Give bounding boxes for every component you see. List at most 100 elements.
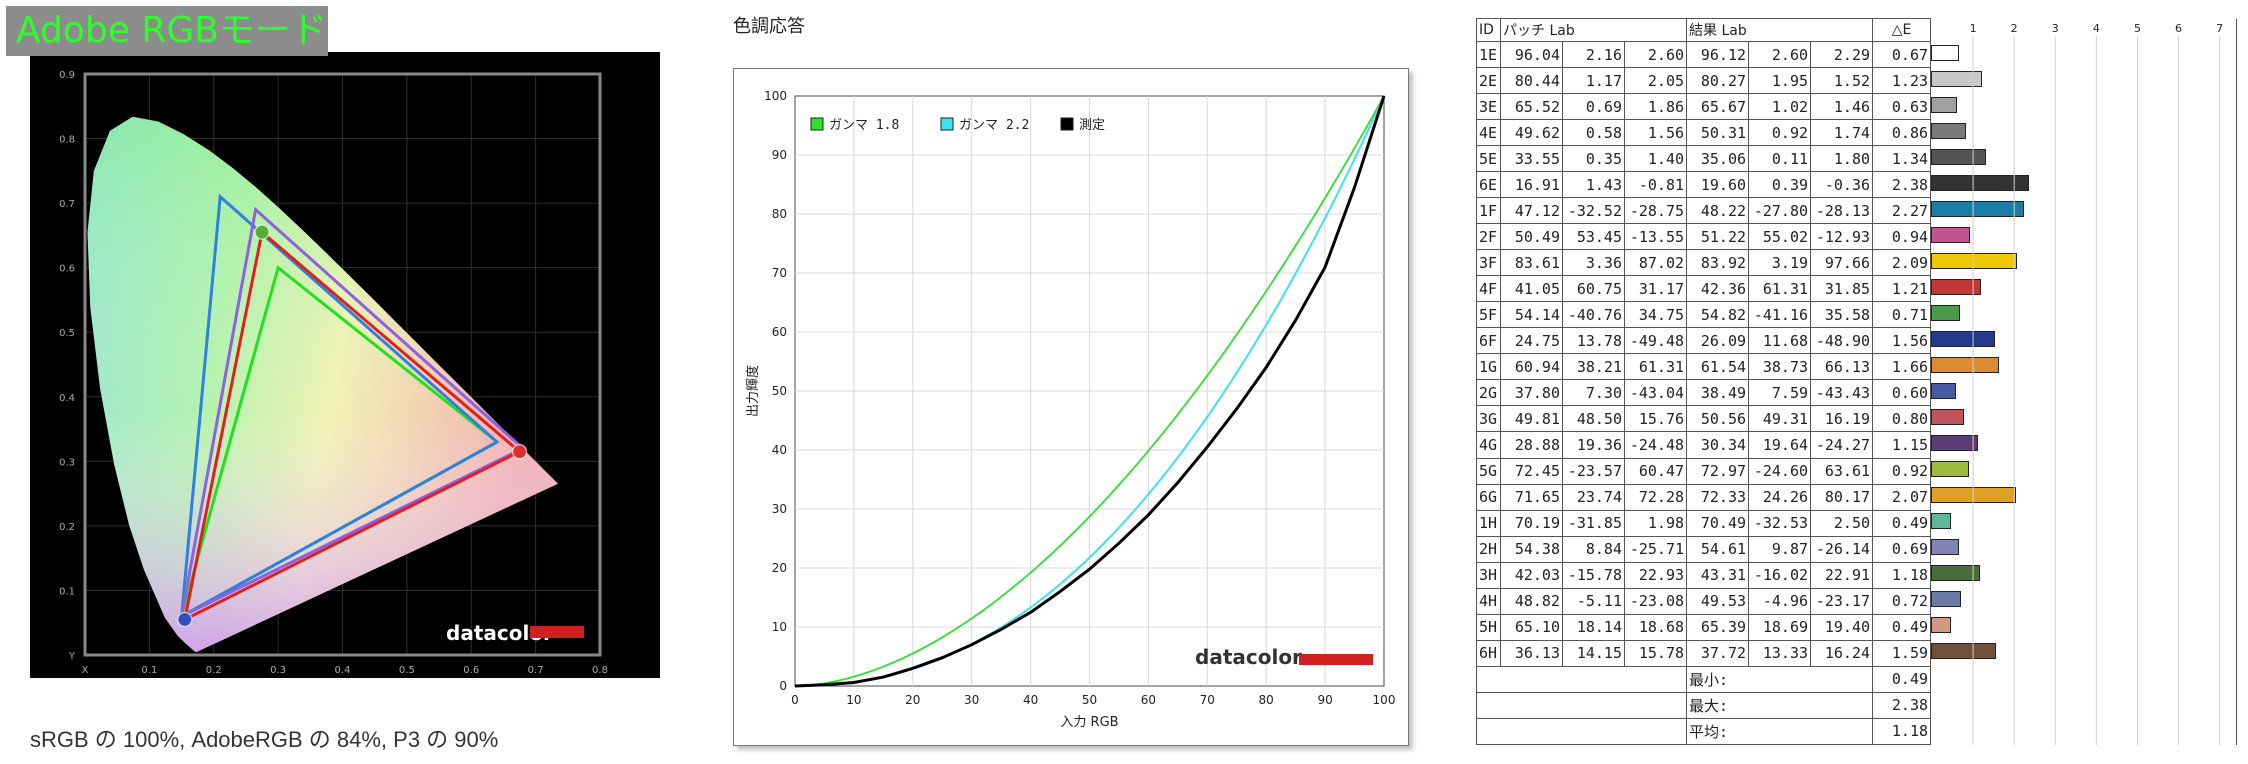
scale-header bbox=[1930, 18, 2238, 42]
target-lab-value: 15.76 bbox=[1623, 405, 1688, 433]
result-lab-value: 2.29 bbox=[1810, 40, 1874, 69]
delta-e-bar bbox=[1931, 122, 1967, 139]
target-lab-value: -49.48 bbox=[1623, 327, 1688, 355]
patch-id: 3E bbox=[1476, 93, 1501, 121]
tone-x-tick: 30 bbox=[964, 693, 979, 707]
result-lab-value: 26.09 bbox=[1686, 327, 1750, 355]
patch-id: 3F bbox=[1476, 249, 1501, 277]
result-lab-value: 37.72 bbox=[1686, 639, 1750, 667]
result-lab-value: 2.50 bbox=[1810, 509, 1874, 537]
result-lab-value: -48.90 bbox=[1810, 327, 1874, 355]
delta-e-bar-cell bbox=[1930, 275, 2238, 302]
result-lab-value: 65.39 bbox=[1686, 613, 1750, 641]
target-lab-value: -25.71 bbox=[1623, 535, 1688, 563]
target-lab-value: -24.48 bbox=[1623, 431, 1688, 459]
target-lab-value: -15.78 bbox=[1562, 561, 1625, 589]
target-lab-value: 60.75 bbox=[1562, 275, 1625, 303]
summary-row: 最大: 2.38 bbox=[1475, 691, 2238, 719]
summary-label: 最小: bbox=[1686, 665, 1874, 693]
result-lab-value: 96.12 bbox=[1686, 40, 1750, 69]
tone-response-chart: 00 10 10 20 20 30 30 40 40 50 50 60 60 70 70 80 80 90 90 10… bbox=[745, 89, 1395, 730]
target-lab-value: 61.31 bbox=[1623, 353, 1688, 381]
patch-id: 1H bbox=[1476, 509, 1501, 537]
delta-e-bar bbox=[1931, 356, 2000, 373]
result-lab-value: 1.95 bbox=[1748, 67, 1812, 95]
cie-y-tick: Y bbox=[68, 651, 76, 662]
result-lab-value: 43.31 bbox=[1686, 561, 1750, 589]
delta-e-bar bbox=[1931, 330, 1996, 347]
target-lab-value: 65.52 bbox=[1500, 93, 1563, 121]
target-lab-value: -43.04 bbox=[1623, 379, 1688, 407]
tone-x-tick: 40 bbox=[1023, 693, 1038, 707]
result-lab-value: 66.13 bbox=[1810, 353, 1874, 381]
tone-legend-swatch bbox=[940, 117, 954, 131]
delta-e-bar bbox=[1931, 513, 1952, 530]
target-lab-value: 49.81 bbox=[1500, 405, 1563, 433]
table-header-row: ID パッチ Lab 結果 Lab △E bbox=[1476, 18, 2238, 42]
result-lab-value: 19.60 bbox=[1686, 171, 1750, 199]
target-lab-value: 87.02 bbox=[1623, 249, 1688, 277]
delta-e-bar-cell bbox=[1930, 405, 2238, 432]
tone-series-line bbox=[794, 95, 1386, 688]
delta-e-bar-cell bbox=[1930, 458, 2238, 485]
tone-response-title: 色調応答 bbox=[733, 16, 805, 37]
delta-e-value: 0.49 bbox=[1872, 613, 1932, 641]
table-row: 4F 41.05 60.75 31.17 42.36 61.31 31.85 1.21 bbox=[1476, 275, 2238, 303]
target-lab-value: -28.75 bbox=[1623, 197, 1688, 225]
target-lab-value: -13.55 bbox=[1623, 223, 1688, 251]
cie-frame bbox=[83, 72, 602, 657]
target-lab-value: -40.76 bbox=[1562, 301, 1625, 329]
delta-e-bar bbox=[1931, 304, 1961, 321]
tone-y-tick: 90 bbox=[772, 148, 787, 162]
result-lab-value: 31.85 bbox=[1810, 275, 1874, 303]
target-lab-value: 7.30 bbox=[1562, 379, 1625, 407]
delta-e-bar-cell bbox=[1930, 353, 2238, 380]
delta-e-value: 1.66 bbox=[1872, 353, 1932, 381]
table-row: 3G 49.81 48.50 15.76 50.56 49.31 16.19 0.80 bbox=[1476, 405, 2238, 433]
patch-id: 3G bbox=[1476, 405, 1501, 433]
primary-marker bbox=[254, 224, 270, 240]
target-lab-value: 24.75 bbox=[1500, 327, 1563, 355]
result-lab-value: 61.54 bbox=[1686, 353, 1750, 381]
result-lab-value: 63.61 bbox=[1810, 457, 1874, 485]
delta-e-value: 0.94 bbox=[1872, 223, 1932, 251]
delta-e-bar bbox=[1931, 226, 1970, 243]
delta-e-value: 0.80 bbox=[1872, 405, 1932, 433]
delta-e-bar bbox=[1931, 539, 1960, 556]
table-row: 4H 48.82 -5.11 -23.08 49.53 -4.96 -23.17 0.72 bbox=[1476, 587, 2238, 615]
table-row: 5F 54.14 -40.76 34.75 54.82 -41.16 35.58 0.71 bbox=[1476, 301, 2238, 329]
target-lab-value: 18.68 bbox=[1623, 613, 1688, 641]
tone-y-tick: 0 bbox=[779, 679, 787, 693]
table-row: 1H 70.19 -31.85 1.98 70.49 -32.53 2.50 0.49 bbox=[1476, 509, 2238, 537]
tone-y-tick: 20 bbox=[772, 561, 787, 575]
delta-e-bar bbox=[1931, 643, 1997, 660]
target-lab-value: 1.98 bbox=[1623, 509, 1688, 537]
primary-marker bbox=[511, 443, 528, 460]
target-lab-value: 0.58 bbox=[1562, 119, 1625, 147]
result-lab-value: 30.34 bbox=[1686, 431, 1750, 459]
delta-e-bar-cell bbox=[1930, 484, 2238, 511]
result-lab-value: -23.17 bbox=[1810, 587, 1874, 615]
result-lab-value: 55.02 bbox=[1748, 223, 1812, 251]
delta-e-bar bbox=[1931, 434, 1979, 451]
delta-e-bar-cell bbox=[1930, 614, 2238, 641]
cie-y-tick: 0.2 bbox=[59, 522, 75, 533]
target-lab-value: -32.52 bbox=[1562, 197, 1625, 225]
patch-id: 5F bbox=[1476, 301, 1501, 329]
cie-x-tick: 0.3 bbox=[270, 665, 286, 676]
target-lab-value: 1.40 bbox=[1623, 145, 1688, 173]
result-lab-value: 19.40 bbox=[1810, 613, 1874, 641]
result-lab-value: -4.96 bbox=[1748, 587, 1812, 615]
delta-e-bar-cell bbox=[1930, 510, 2238, 537]
result-lab-value: 1.46 bbox=[1810, 93, 1874, 121]
delta-e-bar bbox=[1931, 617, 1952, 634]
patch-id: 6E bbox=[1476, 171, 1501, 199]
summary-blank bbox=[1475, 717, 1688, 746]
result-lab-value: 70.49 bbox=[1686, 509, 1750, 537]
cie-x-tick: 0.7 bbox=[528, 665, 544, 676]
target-lab-value: 80.44 bbox=[1500, 67, 1563, 95]
datacolor-logo-bar bbox=[530, 626, 584, 638]
table-row: 1F 47.12 -32.52 -28.75 48.22 -27.80 -28.13 2.27 bbox=[1476, 197, 2238, 225]
delta-e-bar-cell bbox=[1930, 145, 2238, 172]
mode-badge: Adobe RGBモード bbox=[6, 6, 328, 56]
